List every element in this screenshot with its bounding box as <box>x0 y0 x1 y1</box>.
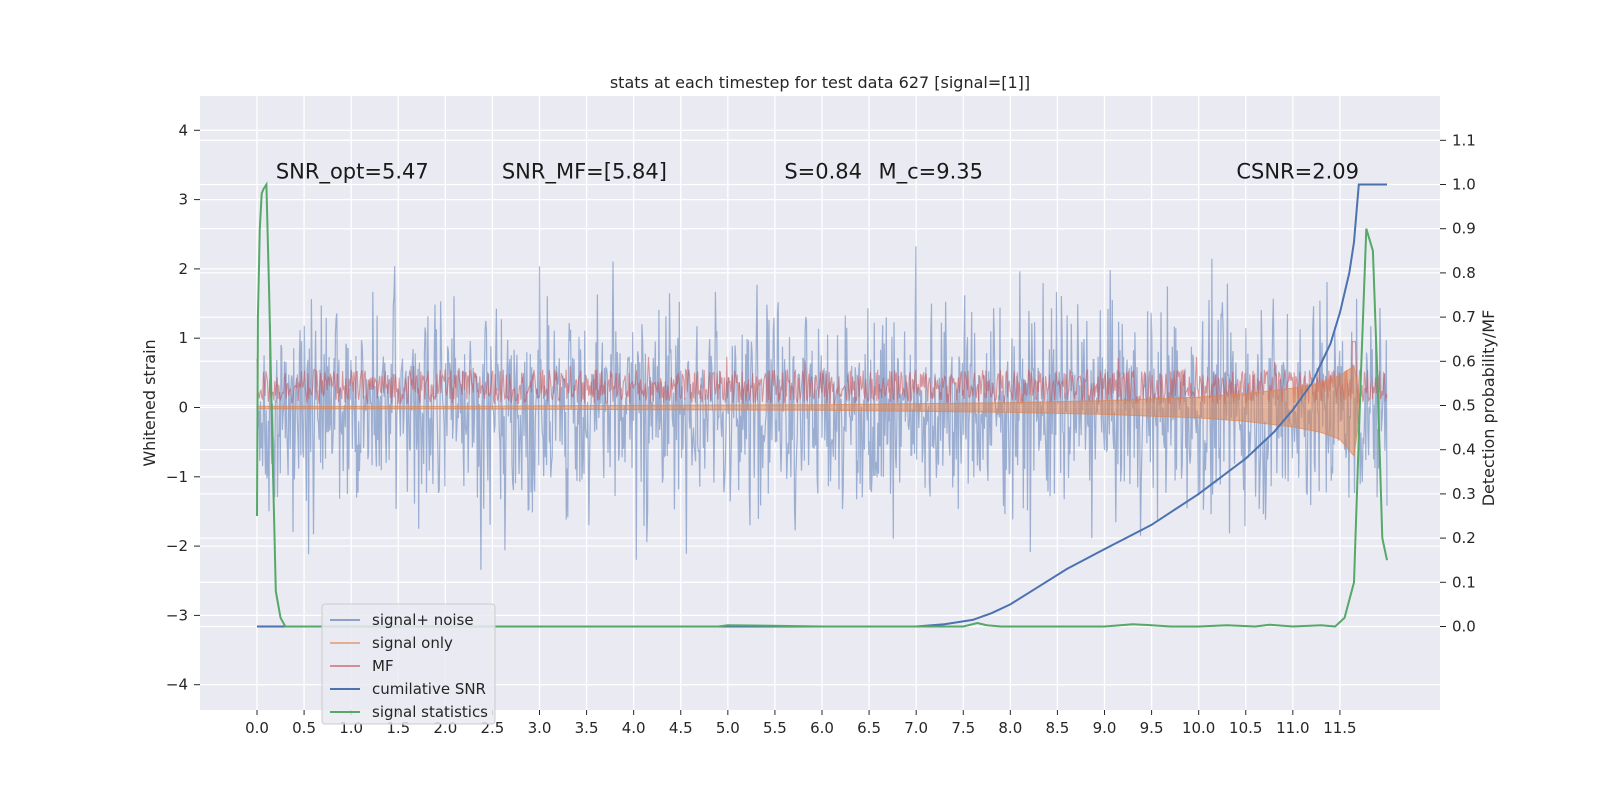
x-tick-label: 6.5 <box>857 719 881 737</box>
annotation-1: SNR_MF=[5.84] <box>502 160 667 185</box>
y-right-tick-label: 0.7 <box>1452 308 1476 326</box>
y-right-tick-label: 0.4 <box>1452 441 1476 459</box>
x-tick-label: 10.5 <box>1229 719 1262 737</box>
series-line-cumulative-snr <box>257 183 1387 628</box>
y-right-axis-label: Detection probability/MF <box>1479 310 1498 507</box>
x-tick-label: 4.5 <box>669 719 693 737</box>
y-right-tick-label: 0.1 <box>1452 573 1476 591</box>
x-tick-label: 5.0 <box>716 719 740 737</box>
annotations: SNR_opt=5.47 SNR_MF=[5.84] S=0.84 M_c=9.35 C… <box>276 160 1359 185</box>
x-tick-label: 5.5 <box>763 719 787 737</box>
x-tick-label: 3.0 <box>528 719 552 737</box>
y-right-axis-ticks: 0.0 0.1 0.2 0.3 0.4 0.5 0.6 0.7 0.8 0.9 1.0 1.1 <box>1440 131 1476 636</box>
x-tick-label: 8.5 <box>1045 719 1069 737</box>
annotation-4: CSNR=2.09 <box>1236 160 1359 184</box>
y-right-tick-label: 0.3 <box>1452 485 1476 503</box>
series-line-signal-statistics <box>256 181 1388 628</box>
series-mf <box>256 341 1388 405</box>
y-left-tick-label: 3 <box>178 191 188 209</box>
legend: signal+ noise signal only MF cumilative SNR… <box>321 603 496 725</box>
annotation-3: M_c=9.35 <box>879 160 984 185</box>
x-tick-label: 0.5 <box>292 719 316 737</box>
y-right-tick-label: 0.8 <box>1452 264 1476 282</box>
x-tick-label: 9.0 <box>1093 719 1117 737</box>
legend-label: MF <box>372 657 394 675</box>
x-tick-label: 7.0 <box>904 719 928 737</box>
series-line-signal-noise <box>256 246 1388 570</box>
legend-label: cumilative SNR <box>372 680 486 698</box>
y-right-tick-label: 1.0 <box>1452 176 1476 194</box>
y-right-tick-label: 0.6 <box>1452 352 1476 370</box>
x-tick-label: 10.0 <box>1182 719 1215 737</box>
x-tick-label: 8.0 <box>998 719 1022 737</box>
y-right-tick-label: 1.1 <box>1452 131 1476 149</box>
x-tick-label: 4.0 <box>622 719 646 737</box>
y-left-tick-label: 0 <box>178 399 188 417</box>
y-left-tick-label: 2 <box>178 260 188 278</box>
annotation-0: SNR_opt=5.47 <box>276 160 429 185</box>
series-cumulative-snr <box>257 183 1387 628</box>
x-tick-label: 0.0 <box>245 719 269 737</box>
legend-label: signal only <box>372 634 453 652</box>
y-right-tick-label: 0.2 <box>1452 529 1476 547</box>
y-right-tick-label: 0.9 <box>1452 220 1476 238</box>
y-left-tick-label: −2 <box>166 537 188 555</box>
annotation-2: S=0.84 <box>784 160 862 184</box>
series-line-mf <box>256 341 1388 405</box>
y-left-axis-ticks: −4 −3 −2 −1 0 1 2 3 4 <box>166 121 200 694</box>
y-left-tick-label: 1 <box>178 329 188 347</box>
x-tick-label: 9.5 <box>1140 719 1164 737</box>
y-left-tick-label: 4 <box>178 121 188 139</box>
x-tick-label: 7.5 <box>951 719 975 737</box>
x-tick-label: 6.0 <box>810 719 834 737</box>
legend-label: signal statistics <box>372 703 488 721</box>
legend-box <box>321 603 496 725</box>
series-signal-noise <box>256 246 1388 570</box>
x-tick-label: 3.5 <box>575 719 599 737</box>
chart-title: stats at each timestep for test data 627… <box>610 73 1030 92</box>
x-tick-label: 11.5 <box>1323 719 1356 737</box>
y-left-tick-label: −4 <box>166 676 188 694</box>
x-tick-label: 11.0 <box>1276 719 1309 737</box>
legend-label: signal+ noise <box>372 611 474 629</box>
y-right-tick-label: 0.5 <box>1452 397 1476 415</box>
y-left-axis-label: Whitened strain <box>140 339 159 466</box>
y-right-tick-label: 0.0 <box>1452 618 1476 636</box>
y-left-tick-label: −3 <box>166 606 188 624</box>
series-signal-statistics <box>256 181 1388 628</box>
y-left-tick-label: −1 <box>166 468 188 486</box>
